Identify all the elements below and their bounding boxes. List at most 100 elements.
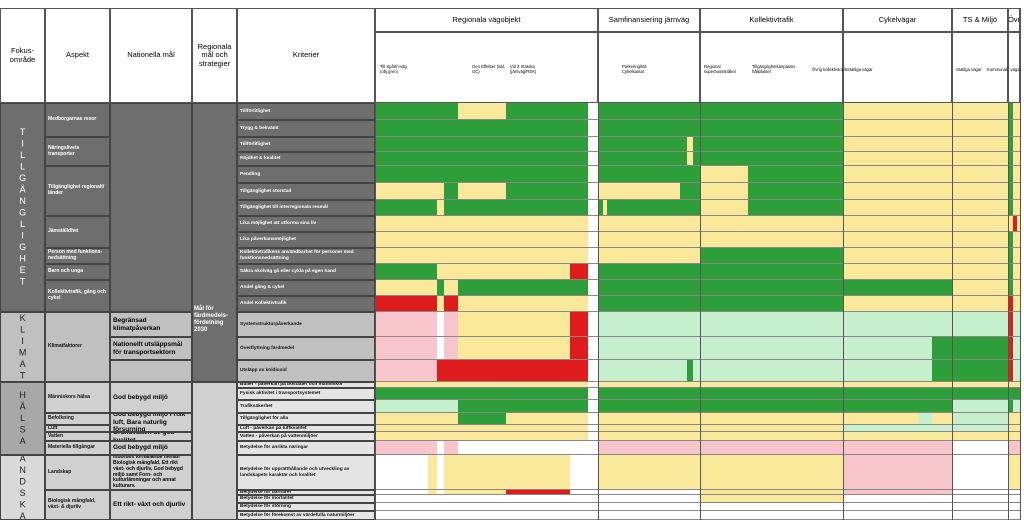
rating-cell xyxy=(506,490,570,495)
rating-cell xyxy=(952,490,1008,495)
subcolumn-label: Statliga vägar xyxy=(956,66,982,72)
rating-cell xyxy=(693,216,700,232)
rating-cell xyxy=(932,103,952,120)
rating-cell xyxy=(952,337,1008,360)
rating-cell xyxy=(618,400,680,413)
rating-cell xyxy=(437,490,444,495)
rating-cell xyxy=(506,312,570,337)
rating-cell xyxy=(428,312,437,337)
rating-cell xyxy=(687,137,693,152)
rating-cell xyxy=(687,400,693,413)
aspect: Biologisk mångfald, växt- & djurliv xyxy=(45,490,110,520)
rating-cell xyxy=(918,490,932,495)
rating-cell xyxy=(932,312,952,337)
rating-cell xyxy=(428,337,437,360)
criterion: Luft - påverkan på luftkvalitet xyxy=(237,425,375,432)
aspect: Barn och unga xyxy=(45,264,110,280)
rating-cell xyxy=(1013,441,1017,455)
rating-cell xyxy=(843,264,918,280)
rating-cell xyxy=(611,413,618,425)
criterion: Nöjdhet & kvalitet xyxy=(237,152,375,166)
rating-cell xyxy=(603,264,607,280)
rating-cell xyxy=(700,152,748,166)
rating-cell xyxy=(437,280,444,296)
criterion: Trafiksäkerhet xyxy=(237,400,375,413)
criterion: Vatten - påverkan på vattenmiljöer xyxy=(237,432,375,441)
rating-cell xyxy=(428,183,437,200)
national-goal: Ett rikt- växt och djurliv xyxy=(110,490,192,520)
rating-cell xyxy=(693,103,700,120)
rating-cell xyxy=(375,511,428,520)
criterion: Lika möjlighet att utforma sina liv xyxy=(237,216,375,232)
rating-cell xyxy=(611,360,618,382)
rating-cell xyxy=(843,232,918,248)
rating-cell xyxy=(687,152,693,166)
rating-cell xyxy=(618,280,680,296)
rating-cell xyxy=(952,400,1008,413)
rating-cell xyxy=(687,503,693,511)
rating-cell xyxy=(1017,503,1020,511)
criterion: Andel gång & cykel xyxy=(237,280,375,296)
rating-cell xyxy=(603,137,607,152)
national-goal: Grundvatten av god kvalitet xyxy=(110,432,192,441)
rating-cell xyxy=(918,137,932,152)
rating-cell xyxy=(618,216,680,232)
rating-cell xyxy=(458,280,506,296)
rating-cell xyxy=(843,495,918,503)
rating-cell xyxy=(588,413,598,425)
rating-cell xyxy=(618,248,680,264)
rating-cell xyxy=(437,382,444,388)
rating-cell xyxy=(693,337,700,360)
rating-cell xyxy=(437,296,444,312)
aspect: Vatten xyxy=(45,432,110,441)
rating-cell xyxy=(603,490,607,495)
rating-cell xyxy=(444,216,458,232)
rating-cell xyxy=(570,413,588,425)
rating-cell xyxy=(618,511,680,520)
rating-cell xyxy=(748,232,843,248)
subcolumn-label: Vid 2 Sträcka (järnväg/REK) xyxy=(510,64,537,74)
rating-cell xyxy=(843,200,918,216)
rating-cell xyxy=(680,490,687,495)
rating-cell xyxy=(570,296,588,312)
rating-cell xyxy=(458,137,506,152)
rating-cell xyxy=(611,432,618,441)
rating-cell xyxy=(687,337,693,360)
regional-goal: Mål för färdmedels-fördelning 2030 xyxy=(194,306,229,333)
rating-cell xyxy=(603,200,607,216)
criterion: Fysisk aktivitet i transportsystemet xyxy=(237,388,375,400)
rating-cell xyxy=(598,200,603,216)
rating-cell xyxy=(748,152,843,166)
rating-cell xyxy=(570,337,588,360)
subcolumn-label: Regional superbussstråket xyxy=(704,64,736,74)
rating-cell xyxy=(428,166,437,183)
rating-cell xyxy=(693,455,700,490)
subcolumn-label: Gen Effekter (inkl. GC) xyxy=(472,64,506,74)
rating-cell xyxy=(843,432,918,441)
rating-cell xyxy=(588,360,598,382)
rating-cell xyxy=(375,216,428,232)
rating-cell xyxy=(918,232,932,248)
rating-cell xyxy=(952,120,1008,137)
rating-cell xyxy=(437,511,444,520)
rating-cell xyxy=(680,200,687,216)
rating-cell xyxy=(1013,216,1017,232)
rating-cell xyxy=(506,137,570,152)
rating-cell xyxy=(570,312,588,337)
group-divider xyxy=(597,8,599,520)
rating-cell xyxy=(748,248,843,264)
focus-area: TILLGÄNGLIGHET xyxy=(0,103,45,312)
national-goal: God bebygd miljö Frisk luft, Bara naturl… xyxy=(110,413,192,432)
rating-cell xyxy=(700,296,748,312)
rating-cell xyxy=(687,280,693,296)
rating-cell xyxy=(428,413,437,425)
focus-area: LANDSKAP xyxy=(0,455,45,520)
aspect: Materiella tillgångar xyxy=(45,441,110,455)
rating-cell xyxy=(952,264,1008,280)
rating-cell xyxy=(570,216,588,232)
rating-cell xyxy=(1017,264,1020,280)
rating-cell xyxy=(598,137,603,152)
rating-cell xyxy=(428,200,437,216)
rating-cell xyxy=(693,264,700,280)
